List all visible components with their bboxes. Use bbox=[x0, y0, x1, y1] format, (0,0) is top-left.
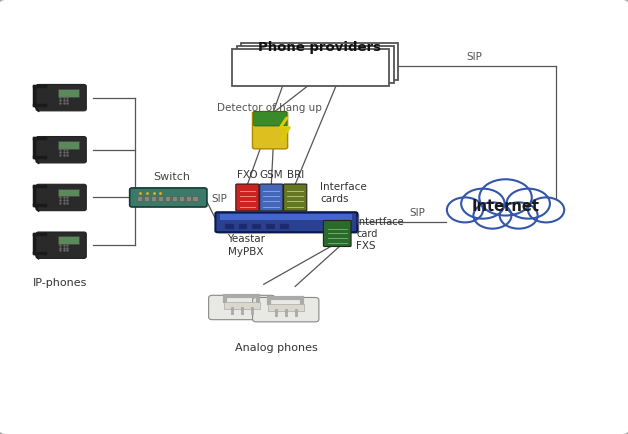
Circle shape bbox=[479, 179, 532, 216]
FancyBboxPatch shape bbox=[36, 184, 86, 210]
FancyBboxPatch shape bbox=[236, 184, 259, 211]
FancyBboxPatch shape bbox=[36, 85, 86, 111]
Circle shape bbox=[461, 189, 504, 219]
Text: FXS: FXS bbox=[356, 240, 376, 251]
FancyBboxPatch shape bbox=[224, 302, 260, 309]
Text: Intertface
card: Intertface card bbox=[356, 217, 404, 240]
FancyBboxPatch shape bbox=[268, 304, 304, 311]
Circle shape bbox=[447, 197, 483, 222]
Circle shape bbox=[528, 197, 564, 222]
FancyBboxPatch shape bbox=[217, 214, 359, 233]
FancyBboxPatch shape bbox=[252, 112, 288, 149]
FancyBboxPatch shape bbox=[237, 46, 394, 83]
Bar bbox=[158, 196, 163, 201]
Bar bbox=[220, 214, 352, 220]
Bar bbox=[192, 196, 197, 201]
FancyBboxPatch shape bbox=[58, 236, 79, 244]
Bar bbox=[186, 196, 191, 201]
Bar bbox=[266, 224, 275, 229]
Text: GSM: GSM bbox=[259, 170, 283, 180]
Text: SIP: SIP bbox=[212, 194, 228, 204]
FancyBboxPatch shape bbox=[58, 188, 79, 197]
FancyBboxPatch shape bbox=[252, 297, 319, 322]
Bar bbox=[144, 196, 149, 201]
Text: Internet: Internet bbox=[472, 199, 539, 214]
Text: SIP: SIP bbox=[409, 208, 426, 218]
Bar bbox=[239, 224, 247, 229]
FancyBboxPatch shape bbox=[58, 141, 79, 149]
FancyBboxPatch shape bbox=[36, 137, 86, 163]
Text: BRI: BRI bbox=[286, 170, 304, 180]
Bar bbox=[137, 196, 142, 201]
Text: Switch: Switch bbox=[153, 172, 190, 182]
FancyBboxPatch shape bbox=[254, 112, 286, 126]
FancyBboxPatch shape bbox=[323, 220, 351, 247]
FancyBboxPatch shape bbox=[232, 49, 389, 86]
Bar bbox=[179, 196, 184, 201]
Text: IP-phones: IP-phones bbox=[33, 278, 87, 288]
FancyBboxPatch shape bbox=[283, 184, 306, 211]
Circle shape bbox=[500, 202, 538, 229]
Text: Yeastar
MyPBX: Yeastar MyPBX bbox=[227, 234, 264, 257]
Text: FXO: FXO bbox=[237, 170, 257, 180]
Bar bbox=[151, 196, 156, 201]
FancyBboxPatch shape bbox=[58, 89, 79, 97]
FancyBboxPatch shape bbox=[241, 43, 398, 80]
Text: Analog phones: Analog phones bbox=[235, 343, 318, 353]
Circle shape bbox=[507, 189, 550, 219]
Text: Phone providers: Phone providers bbox=[258, 41, 381, 54]
FancyBboxPatch shape bbox=[208, 295, 275, 320]
Text: SIP: SIP bbox=[466, 52, 482, 62]
FancyBboxPatch shape bbox=[36, 232, 86, 258]
Bar bbox=[165, 196, 170, 201]
Text: Detector of hang up: Detector of hang up bbox=[217, 102, 322, 113]
Bar bbox=[171, 196, 177, 201]
Bar bbox=[252, 224, 261, 229]
FancyBboxPatch shape bbox=[129, 188, 207, 207]
Text: Interface
cards: Interface cards bbox=[320, 182, 367, 204]
Bar bbox=[225, 224, 234, 229]
Circle shape bbox=[474, 202, 511, 229]
Bar bbox=[280, 224, 289, 229]
FancyBboxPatch shape bbox=[215, 212, 357, 232]
FancyBboxPatch shape bbox=[259, 184, 283, 211]
